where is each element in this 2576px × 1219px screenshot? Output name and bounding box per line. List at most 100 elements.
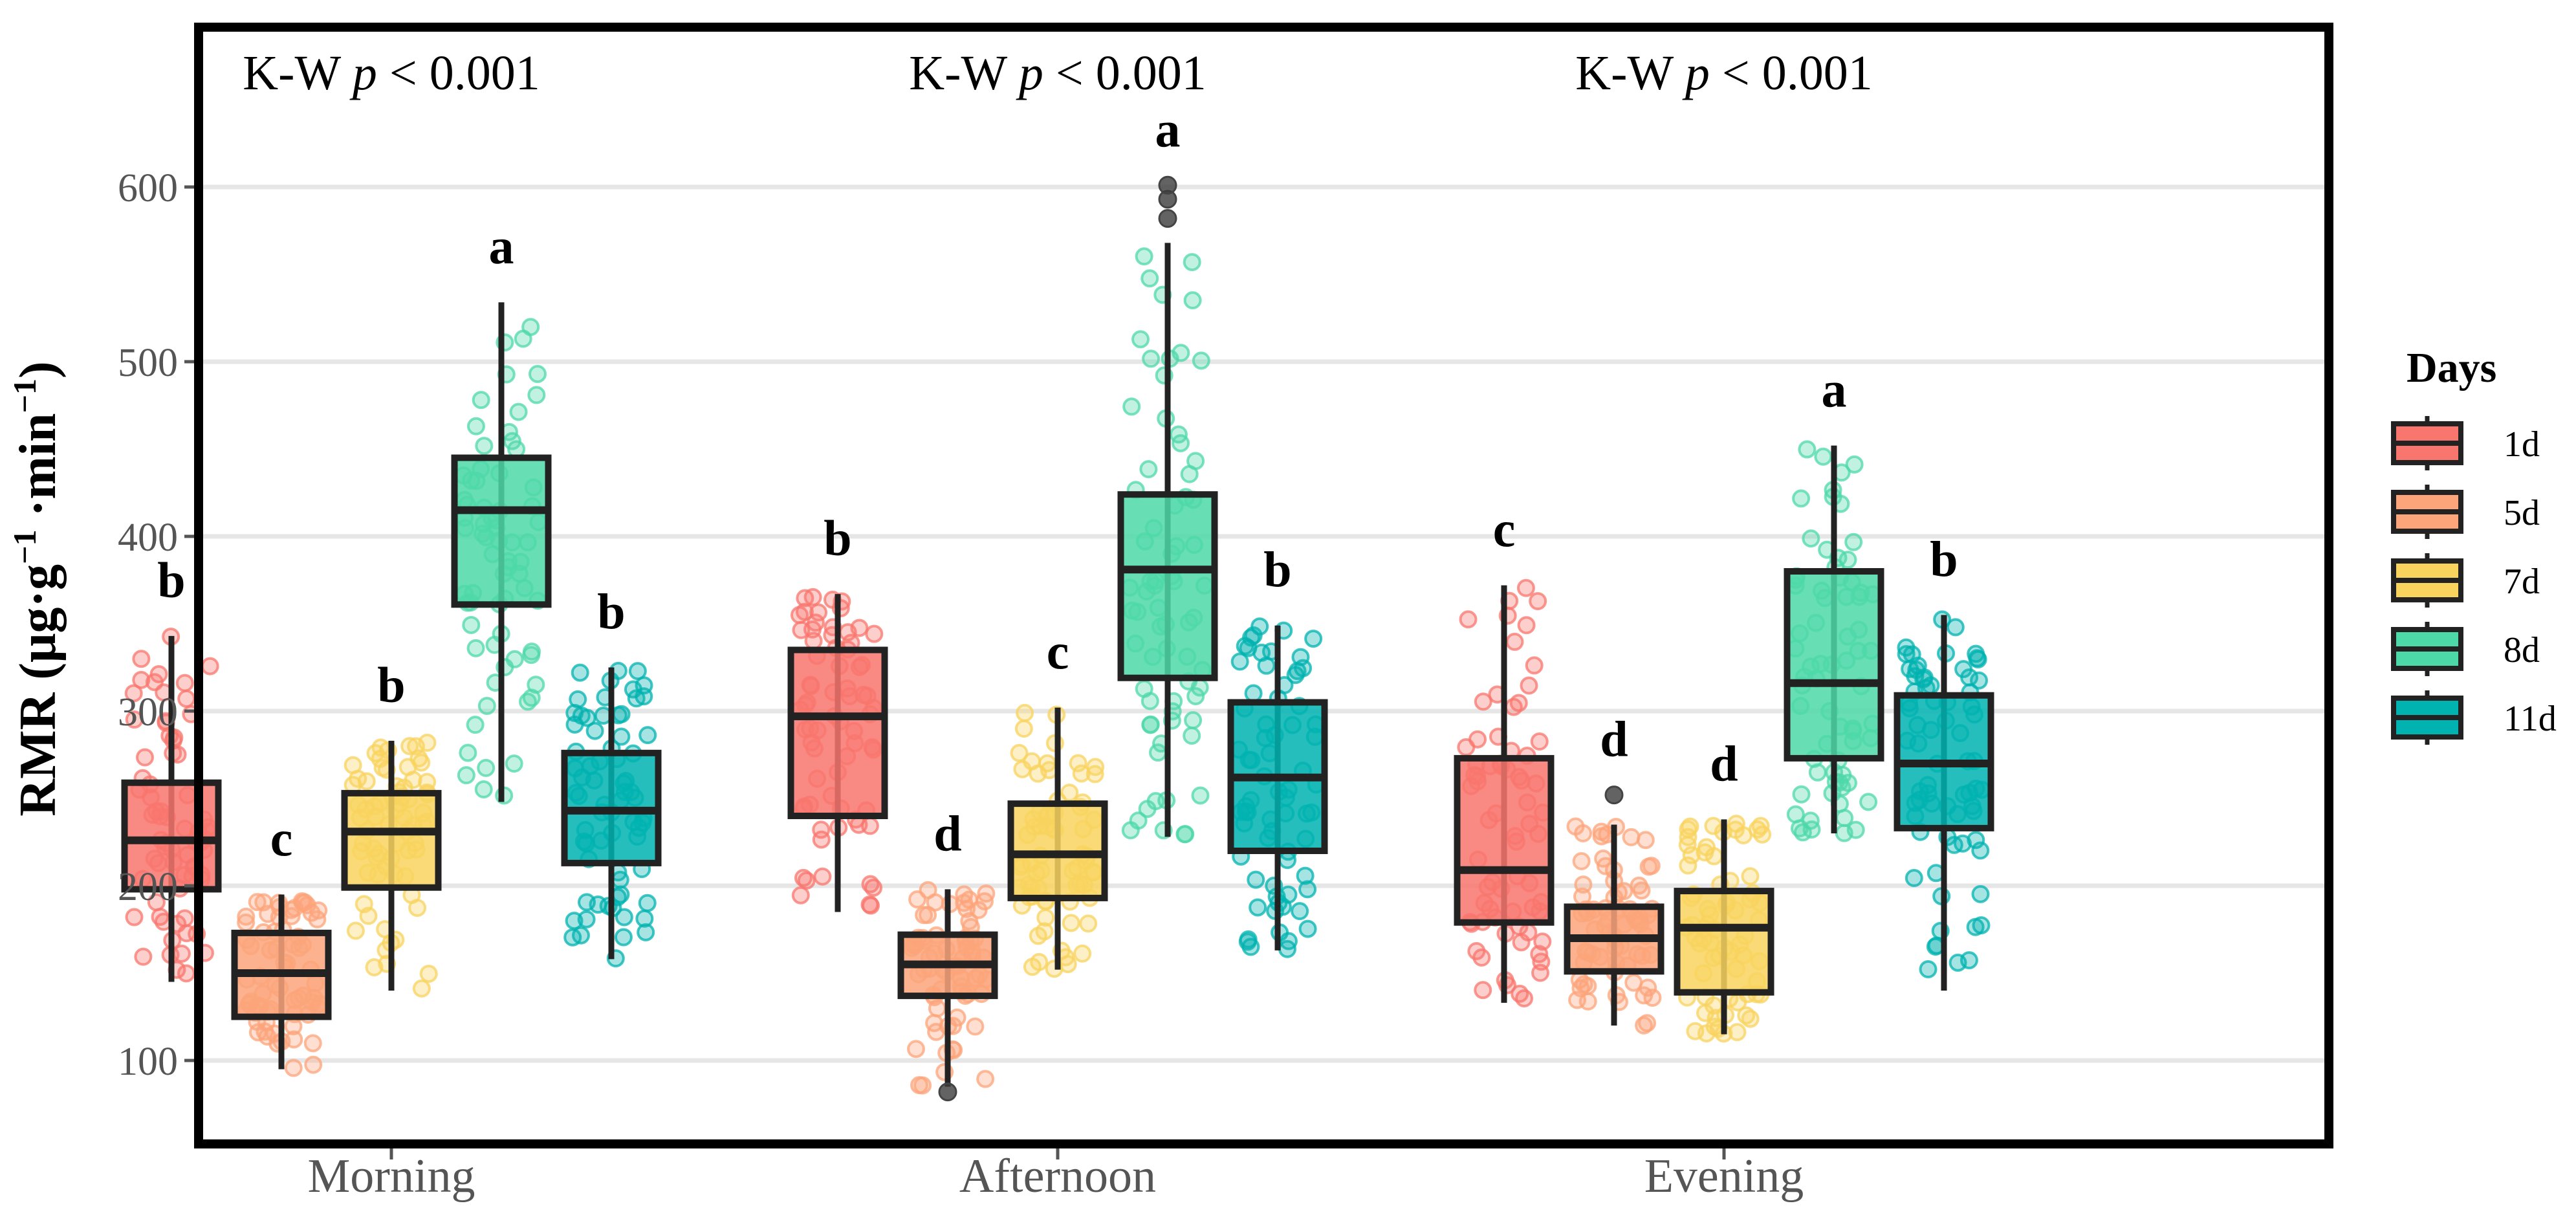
jitter-point bbox=[1971, 841, 1990, 860]
jitter-point bbox=[1459, 610, 1478, 629]
significance-letter: a bbox=[1822, 362, 1847, 418]
box-8d bbox=[1117, 491, 1218, 681]
jitter-point bbox=[812, 830, 831, 849]
jitter-point bbox=[1247, 870, 1265, 889]
jitter-point bbox=[462, 615, 481, 634]
significance-letter: b bbox=[1930, 531, 1958, 588]
jitter-point bbox=[285, 1030, 303, 1049]
jitter-point bbox=[1291, 648, 1310, 666]
jitter-point bbox=[1141, 269, 1159, 288]
y-tick-label: 600 bbox=[118, 166, 178, 210]
jitter-point bbox=[1960, 668, 1979, 686]
jitter-point bbox=[522, 646, 541, 664]
jitter-point bbox=[400, 737, 419, 756]
box-1d bbox=[1454, 754, 1555, 926]
jitter-point bbox=[1704, 817, 1723, 835]
jitter-point bbox=[284, 1059, 303, 1077]
jitter-point bbox=[1191, 786, 1210, 805]
y-axis-title-sup1: −1 bbox=[6, 529, 43, 564]
legend-label: 1d bbox=[2504, 424, 2540, 465]
y-axis-title-sup2: −1 bbox=[6, 379, 43, 413]
jitter-point bbox=[1505, 632, 1524, 651]
jitter-point bbox=[505, 650, 524, 668]
jitter-point bbox=[1183, 253, 1201, 272]
jitter-point bbox=[528, 364, 547, 383]
annotation-layer: K-W p < 0.001 b c b a b K-W p < 0.001 b d c a b K-W … bbox=[157, 46, 1958, 867]
jitter-point bbox=[404, 771, 422, 789]
jitter-point bbox=[1728, 1023, 1747, 1042]
jitter-point bbox=[1016, 703, 1034, 722]
jitter-point bbox=[466, 417, 485, 435]
significance-letter: c bbox=[1493, 501, 1516, 558]
jitter-point bbox=[1457, 738, 1476, 756]
jitter-point bbox=[906, 1040, 925, 1059]
jitter-point bbox=[521, 318, 540, 336]
jitter-point bbox=[571, 663, 589, 682]
jitter-point bbox=[1023, 752, 1042, 771]
jitter-point bbox=[408, 899, 427, 917]
y-tick-label: 300 bbox=[118, 690, 178, 734]
legend-item-5d: 5d bbox=[2391, 485, 2540, 539]
kw-test-label: K-W p < 0.001 bbox=[1575, 46, 1872, 100]
jitter-point bbox=[1142, 349, 1161, 368]
jitter-point bbox=[976, 1070, 995, 1088]
jitter-point bbox=[1529, 592, 1547, 611]
significance-letter: b bbox=[157, 552, 185, 608]
jitter-point bbox=[175, 674, 194, 692]
jitter-point bbox=[1907, 661, 1926, 679]
jitter-point bbox=[371, 749, 389, 768]
jitter-point bbox=[1186, 686, 1205, 705]
legend-title: Days bbox=[2407, 344, 2496, 391]
jitter-point bbox=[1129, 811, 1148, 830]
jitter-point bbox=[1971, 884, 1990, 903]
jitter-point bbox=[1122, 397, 1141, 416]
jitter-point bbox=[132, 650, 151, 668]
jitter-point bbox=[1639, 978, 1657, 997]
jitter-point bbox=[1149, 743, 1168, 762]
jitter-point bbox=[1839, 551, 1857, 569]
jitter-point bbox=[1574, 824, 1593, 842]
kw-test-label: K-W p < 0.001 bbox=[243, 46, 540, 100]
x-tick-label: Evening bbox=[1644, 1150, 1804, 1203]
y-axis-title-main: RMR (μg·g bbox=[10, 564, 67, 817]
jitter-point bbox=[1183, 291, 1202, 310]
jitter-point bbox=[1279, 932, 1298, 950]
jitter-point bbox=[1520, 676, 1538, 695]
jitter-point bbox=[955, 894, 974, 912]
jitter-point bbox=[509, 402, 528, 421]
jitter-point bbox=[1844, 533, 1863, 551]
jitter-point bbox=[813, 867, 832, 886]
jitter-point bbox=[459, 743, 477, 762]
legend-label: 8d bbox=[2504, 630, 2540, 670]
jitter-point bbox=[1192, 351, 1210, 370]
jitter-point bbox=[1966, 917, 1985, 936]
jitter-point bbox=[1069, 754, 1087, 773]
jitter-point bbox=[132, 670, 151, 689]
jitter-point bbox=[1615, 882, 1633, 901]
jitter-point bbox=[585, 721, 604, 740]
jitter-point bbox=[1030, 952, 1049, 971]
jitter-point bbox=[639, 726, 657, 745]
jitter-point bbox=[1472, 948, 1491, 967]
jitter-point bbox=[628, 662, 647, 681]
jitter-point bbox=[849, 815, 868, 834]
jitter-point bbox=[1516, 578, 1535, 597]
jitter-point bbox=[1190, 678, 1209, 697]
jitter-point bbox=[908, 890, 927, 909]
legend-label: 5d bbox=[2504, 493, 2540, 533]
jitter-point bbox=[259, 905, 278, 923]
jitter-point bbox=[1751, 817, 1770, 835]
jitter-point bbox=[1138, 800, 1157, 818]
significance-letter: c bbox=[270, 811, 293, 867]
jitter-point bbox=[248, 893, 267, 912]
jitter-point bbox=[1172, 434, 1190, 452]
jitter-point bbox=[1643, 988, 1662, 1007]
jitter-point bbox=[466, 716, 485, 734]
jitter-point bbox=[791, 886, 810, 905]
jitter-point bbox=[1679, 820, 1697, 839]
jitter-point bbox=[1249, 898, 1267, 917]
jitter-point bbox=[577, 910, 596, 928]
jitter-point bbox=[1525, 656, 1544, 675]
jitter-point bbox=[412, 979, 431, 998]
